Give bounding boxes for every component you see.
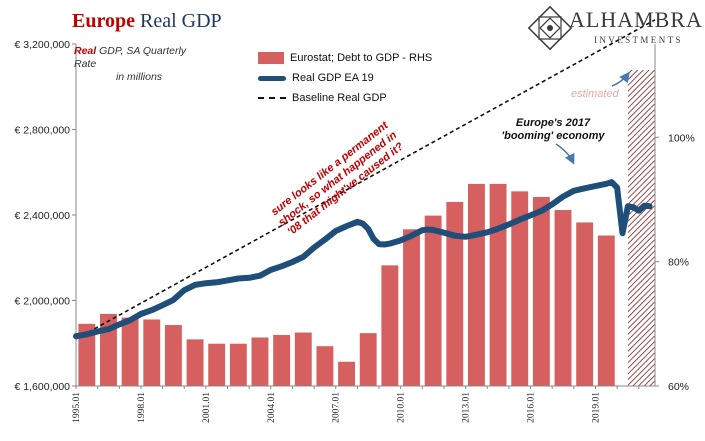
estimated-region <box>627 70 655 386</box>
subtitle-accent: Real <box>74 45 97 57</box>
legend: Eurostat; Debt to GDP - RHS Real GDP EA … <box>258 48 432 108</box>
bar-1998 <box>143 319 161 386</box>
right-tick-label-0: 60% <box>668 381 689 393</box>
legend-swatch-bar <box>258 52 284 64</box>
baseline-real-gdp-line <box>75 19 656 340</box>
annotation-booming-line1: Europe's 2017 <box>515 117 591 129</box>
legend-label-bars: Eurostat; Debt to GDP - RHS <box>290 52 433 64</box>
bar-2004 <box>273 335 291 386</box>
bar-2006 <box>316 346 334 386</box>
x-tick-label-3: 2004.01 <box>267 392 277 423</box>
legend-swatch-line <box>258 75 286 81</box>
left-tick-label-3: € 2,800,000 <box>15 125 71 137</box>
x-tick-label-6: 2013.01 <box>462 392 472 423</box>
bar-2005 <box>294 332 312 386</box>
legend-label-line: Real GDP EA 19 <box>292 72 374 84</box>
left-tick-label-2: € 2,400,000 <box>15 210 71 222</box>
x-tick-label-4: 2007.01 <box>332 392 342 423</box>
bar-1999 <box>164 325 182 386</box>
bar-2014 <box>489 183 507 386</box>
bar-2017 <box>554 210 572 386</box>
bar-2013 <box>467 183 485 386</box>
subtitle-units: in millions <box>115 71 163 83</box>
right-tick-label-2: 100% <box>668 132 695 144</box>
legend-item-dashed: Baseline Real GDP <box>258 88 432 108</box>
bar-2008 <box>359 333 377 386</box>
x-tick-label-1: 1998.01 <box>137 392 147 423</box>
booming-arrow <box>555 143 575 165</box>
x-tick-label-5: 2010.01 <box>397 392 407 423</box>
bar-2003 <box>251 337 269 386</box>
bar-2001 <box>208 343 226 386</box>
chart-title: Europe Real GDP <box>72 10 222 33</box>
x-tick-label-2: 2001.01 <box>202 392 212 423</box>
alhambra-logo-icon <box>527 5 573 51</box>
estimated-arrow <box>611 71 630 87</box>
real-gdp-ea19-line <box>73 179 653 340</box>
annotation-estimated: estimated <box>571 88 619 100</box>
bar-2019 <box>597 235 615 386</box>
right-tick-label-1: 80% <box>668 257 689 269</box>
bar-1997 <box>121 317 139 386</box>
bar-2011 <box>424 215 442 386</box>
chart-title-real-gdp: Real GDP <box>139 10 222 32</box>
bar-2012 <box>446 201 464 386</box>
chart-subtitle: Real GDP, SA Quarterly Rate in millions <box>74 45 204 84</box>
bar-2015 <box>511 191 529 386</box>
bar-2010 <box>403 229 420 386</box>
chart-title-europe: Europe <box>72 10 135 32</box>
x-tick-label-8: 2019.01 <box>591 392 601 423</box>
legend-swatch-dashed <box>258 97 286 99</box>
left-tick-label-0: € 1,600,000 <box>15 381 71 393</box>
bar-2009 <box>381 265 399 386</box>
logo-subtitle: INVESTMENTS <box>594 35 683 45</box>
logo-name: ALHAMBRA <box>569 7 703 32</box>
legend-item-bars: Eurostat; Debt to GDP - RHS <box>258 48 432 68</box>
annotation-booming-line2: 'booming' economy <box>501 130 605 142</box>
legend-item-line: Real GDP EA 19 <box>258 68 432 88</box>
bar-2000 <box>186 339 204 386</box>
x-tick-label-7: 2016.01 <box>527 392 537 423</box>
bar-1995 <box>78 323 96 386</box>
annotation-booming: Europe's 2017 'booming' economy <box>498 117 608 143</box>
bar-2002 <box>229 343 247 386</box>
x-tick-label-0: 1995.01 <box>72 392 82 423</box>
left-tick-label-4: € 3,200,000 <box>15 39 71 51</box>
legend-label-dashed: Baseline Real GDP <box>292 92 387 104</box>
bar-2007 <box>338 361 356 386</box>
bar-2016 <box>532 196 550 386</box>
left-tick-label-1: € 2,000,000 <box>15 296 71 308</box>
bar-2018 <box>576 222 594 386</box>
subtitle-rest: GDP, SA Quarterly Rate <box>74 45 187 70</box>
